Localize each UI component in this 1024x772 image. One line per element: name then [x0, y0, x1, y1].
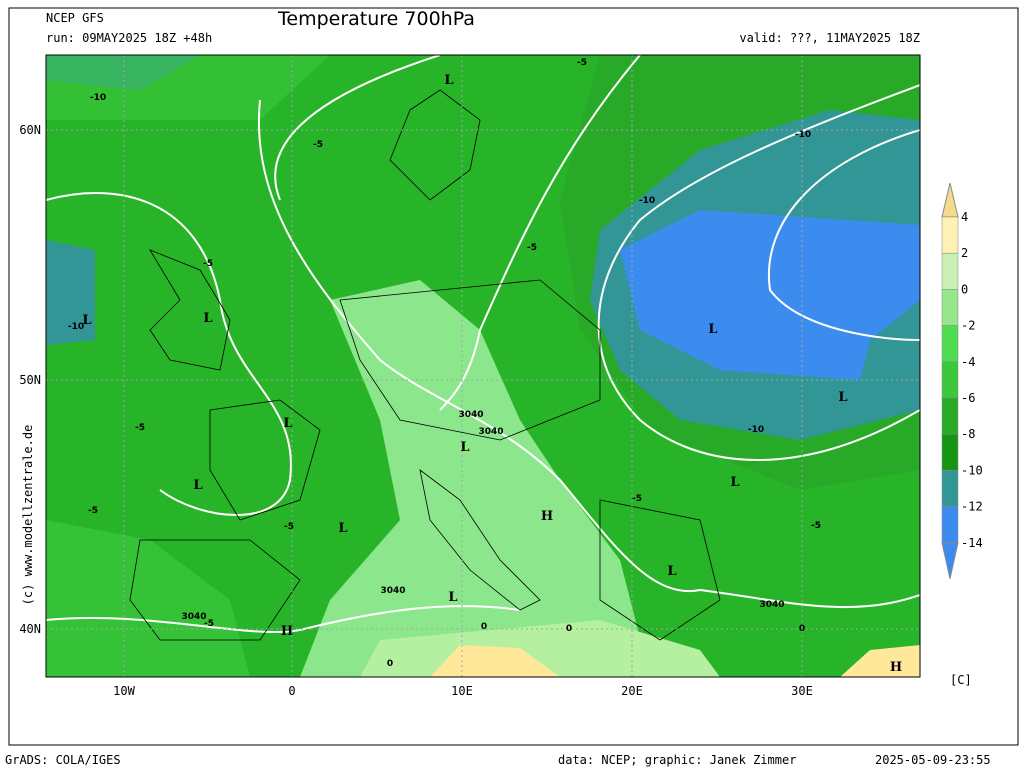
contour-label: -5	[811, 521, 821, 531]
pressure-center: L	[203, 311, 212, 326]
lon-label: 30E	[791, 684, 813, 698]
colorbar-segment	[941, 216, 959, 254]
footer-left: GrADS: COLA/IGES	[5, 753, 121, 767]
contour-label: 3040	[478, 427, 503, 437]
pressure-center: H	[541, 509, 553, 524]
contour-label: -10	[639, 196, 655, 206]
pressure-center: H	[281, 624, 293, 639]
contour-label: -10	[748, 425, 764, 435]
pressure-center: L	[338, 521, 347, 536]
colorbar-segment	[941, 361, 959, 399]
valid: valid: ???, 11MAY2025 18Z	[739, 31, 920, 45]
colorbar-segment	[941, 433, 959, 471]
lat-label: 60N	[19, 123, 41, 137]
footer-right: 2025-05-09-23:55	[875, 753, 991, 767]
contour-label: -5	[577, 58, 587, 68]
pressure-center: L	[730, 475, 739, 490]
contour-label: 0	[566, 624, 572, 634]
lon-label: 10E	[451, 684, 473, 698]
contour-label: -5	[203, 259, 213, 269]
colorbar-segment	[941, 470, 959, 507]
colorbar-label: -4	[961, 355, 975, 369]
lon-label: 10W	[113, 684, 135, 698]
contour-label: -5	[284, 522, 294, 532]
colorbar-label: -2	[961, 319, 975, 333]
pressure-center: L	[82, 313, 91, 328]
map: LL LLLLLLLLLLHHH30403040304030403040-5-5-…	[45, 54, 921, 678]
lat-label: 40N	[19, 622, 41, 636]
pressure-center: L	[460, 440, 469, 455]
colorbar-label: 2	[961, 246, 968, 260]
contour-label: -10	[90, 93, 106, 103]
lon-label: 0	[288, 684, 295, 698]
colorbar-label: -12	[961, 500, 983, 514]
pressure-center: H	[890, 660, 902, 675]
footer-center: data: NCEP; graphic: Janek Zimmer	[558, 753, 796, 767]
contour-label: 0	[481, 622, 487, 632]
run: run: 09MAY2025 18Z +48h	[46, 31, 212, 45]
unit: [C]	[950, 673, 972, 687]
pressure-center: L	[193, 478, 202, 493]
colorbar-segment	[941, 325, 959, 363]
contour-label: 3040	[458, 410, 483, 420]
contour-label: 0	[387, 659, 393, 669]
pressure-center: L	[838, 390, 847, 405]
colorbar-label: 0	[961, 282, 968, 296]
title: Temperature 700hPa	[277, 8, 475, 30]
contour-label: -10	[795, 130, 811, 140]
contour-label: -5	[527, 243, 537, 253]
colorbar-label: 4	[961, 210, 968, 224]
colorbar-segment	[941, 252, 959, 290]
contour-label: -5	[204, 619, 214, 629]
colorbar-label: -14	[961, 536, 983, 550]
lat-label: 50N	[19, 373, 41, 387]
colorbar-label: -10	[961, 463, 983, 477]
contour-label: 0	[799, 624, 805, 634]
pressure-center: L	[448, 590, 457, 605]
pressure-center: L	[667, 564, 676, 579]
pressure-center: L	[283, 416, 292, 431]
pressure-center: L	[708, 322, 717, 337]
contour-label: 3040	[759, 600, 784, 610]
colorbar-segment	[941, 289, 959, 326]
contour-label: -5	[135, 423, 145, 433]
colorbar-segment	[941, 397, 959, 435]
lon-label: 20E	[621, 684, 643, 698]
contour-label: -5	[313, 140, 323, 150]
colorbar-label: -6	[961, 391, 975, 405]
contour-label: 3040	[380, 586, 405, 596]
contour-label: -5	[632, 494, 642, 504]
watermark: (c) www.modellzentrale.de	[21, 425, 35, 606]
colorbar: 4 2 0 -2 -4 -6 -8 -10 -12 -14	[941, 182, 983, 579]
contour-label: -5	[88, 506, 98, 516]
contour-label: 3040	[181, 612, 206, 622]
contour-label: -10	[68, 322, 84, 332]
colorbar-segment	[941, 506, 959, 544]
model: NCEP GFS	[46, 11, 104, 25]
pressure-center: L	[444, 73, 453, 88]
colorbar-tip	[941, 542, 959, 579]
colorbar-label: -8	[961, 427, 975, 441]
frame	[8, 7, 1019, 746]
colorbar-tip	[941, 182, 959, 218]
